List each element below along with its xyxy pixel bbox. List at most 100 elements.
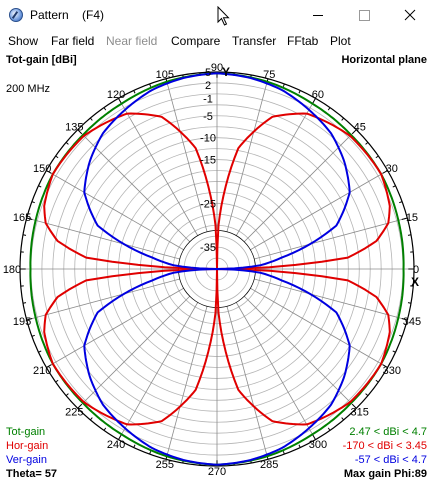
angle-tick: [133, 444, 136, 448]
radial-label: -15: [200, 155, 216, 167]
angle-tick: [312, 98, 316, 104]
legend-ver-gain: Ver-gain: [6, 454, 47, 466]
angle-label-225: 225: [65, 407, 83, 419]
angle-tick: [399, 201, 403, 204]
angle-label-180: 180: [3, 264, 21, 276]
angle-label-255: 255: [156, 459, 174, 471]
angle-tick: [46, 364, 52, 368]
angle-tick: [327, 107, 331, 111]
angle-tick: [407, 302, 412, 304]
angle-label-30: 30: [386, 163, 398, 175]
maximize-icon[interactable]: [341, 0, 387, 31]
angle-label-75: 75: [263, 69, 275, 81]
radial-label: -10: [200, 133, 216, 145]
angle-tick: [118, 98, 122, 104]
angle-tick: [55, 155, 59, 159]
angle-label-0: 0: [413, 264, 419, 276]
frequency-label: 200 MHz: [6, 83, 51, 95]
radial-label: -1: [203, 93, 213, 105]
angle-tick: [392, 185, 396, 188]
grid-spoke: [250, 287, 388, 368]
angle-tick: [392, 350, 396, 353]
close-icon[interactable]: [387, 0, 433, 31]
tot-gain-trace: [29, 72, 405, 466]
grid-spoke: [46, 170, 184, 251]
angle-label-120: 120: [107, 89, 125, 101]
grid-spoke: [250, 170, 388, 251]
angle-tick: [365, 393, 369, 397]
grid-spoke: [118, 302, 199, 440]
inner-ring: [178, 230, 256, 308]
ver-gain-trace: [83, 72, 351, 466]
angle-label-270: 270: [208, 466, 226, 478]
angle-tick: [382, 364, 388, 368]
title-bar[interactable]: Pattern (F4): [0, 0, 433, 31]
angle-tick: [77, 403, 83, 409]
angle-label-210: 210: [33, 365, 51, 377]
menu-transfer[interactable]: Transfer: [232, 34, 277, 48]
menu-fftab[interactable]: FFtab: [287, 34, 319, 48]
angle-tick: [382, 170, 388, 174]
angle-tick: [31, 201, 35, 204]
pattern-app-icon[interactable]: [9, 8, 23, 22]
polar-chart: 15 30 45 60 75 90 105 120 135 150 165 195 210 225 240 2…: [3, 62, 421, 478]
chart-quantity-label: Tot-gain [dBi]: [6, 54, 77, 66]
angle-tick: [22, 302, 27, 304]
angle-label-240: 240: [107, 439, 125, 451]
menu-far-field[interactable]: Far field: [51, 34, 95, 48]
angle-tick: [26, 217, 33, 220]
menu-plot[interactable]: Plot: [330, 34, 351, 48]
legend-ver-gain-range: -57 < dBi < 4.7: [354, 454, 427, 466]
grid-spoke: [254, 278, 408, 321]
angle-tick: [38, 185, 42, 188]
radial-label: 2: [205, 80, 211, 92]
mouse-cursor-icon: [217, 6, 230, 26]
angle-label-135: 135: [65, 121, 83, 133]
grid-spoke: [235, 302, 316, 440]
angle-tick: [375, 155, 379, 159]
grid-spoke: [77, 129, 191, 243]
grid-spoke: [165, 78, 208, 232]
grid-spoke: [243, 295, 357, 409]
angle-label-300: 300: [309, 439, 327, 451]
angle-label-150: 150: [33, 163, 51, 175]
menu-compare[interactable]: Compare: [171, 34, 221, 48]
angle-tick: [46, 170, 52, 174]
grid-spoke: [254, 217, 408, 260]
pattern-plot-area[interactable]: 15 30 45 60 75 90 105 120 135 150 165 195 210 225 240 2…: [0, 51, 433, 483]
angle-label-45: 45: [354, 121, 366, 133]
menu-near-field[interactable]: Near field: [106, 34, 158, 48]
menu-show[interactable]: Show: [8, 34, 39, 48]
angle-tick: [133, 90, 136, 94]
radial-label: -5: [203, 111, 213, 123]
angle-tick: [401, 318, 408, 321]
angle-tick: [89, 417, 93, 421]
angle-tick: [407, 234, 412, 236]
angle-label-330: 330: [383, 365, 401, 377]
axis-y-label: Y: [222, 65, 230, 79]
angle-tick: [55, 379, 59, 383]
angle-label-15: 15: [406, 212, 418, 224]
angle-tick: [65, 393, 69, 397]
angle-tick: [351, 403, 357, 409]
angle-tick: [282, 83, 285, 87]
grid-spoke: [26, 278, 180, 321]
angle-tick: [77, 129, 83, 135]
angle-tick: [38, 350, 42, 353]
angle-label-345: 345: [403, 316, 421, 328]
grid-spoke: [235, 98, 316, 236]
grid-spoke: [46, 287, 184, 368]
angle-tick: [401, 217, 408, 220]
angle-tick: [103, 107, 107, 111]
angle-tick: [26, 318, 33, 321]
grid-spoke: [77, 295, 191, 409]
angle-tick: [149, 83, 152, 87]
legend-tot-gain: Tot-gain: [6, 426, 46, 438]
minimize-icon[interactable]: [295, 0, 341, 31]
angle-tick: [327, 427, 331, 431]
grid-spoke: [26, 217, 180, 260]
angle-tick: [375, 379, 379, 383]
angle-tick: [31, 334, 35, 337]
angle-tick: [341, 117, 345, 121]
